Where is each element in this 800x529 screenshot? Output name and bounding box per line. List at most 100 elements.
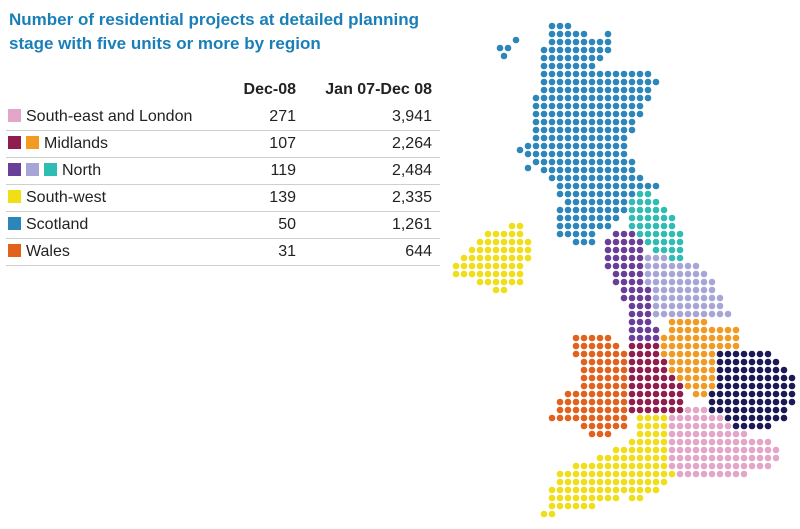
map-dot [708, 302, 716, 310]
map-dot [556, 406, 564, 414]
map-dot [588, 38, 596, 46]
map-dot [572, 350, 580, 358]
map-dot [620, 294, 628, 302]
map-dot [684, 382, 692, 390]
map-dot [588, 134, 596, 142]
map-dot [668, 470, 676, 478]
map-dot [636, 86, 644, 94]
map-dot [564, 46, 572, 54]
map-dot [692, 438, 700, 446]
map-dot [468, 246, 476, 254]
map-dot [716, 366, 724, 374]
map-dot [588, 470, 596, 478]
map-dot [684, 462, 692, 470]
map-dot [620, 382, 628, 390]
map-dot [548, 70, 556, 78]
map-dot [716, 342, 724, 350]
map-dot [716, 462, 724, 470]
map-dot [652, 358, 660, 366]
map-dot [596, 102, 604, 110]
map-dot [612, 350, 620, 358]
map-dot [764, 382, 772, 390]
map-dot [604, 406, 612, 414]
map-dot [572, 398, 580, 406]
map-dot [548, 86, 556, 94]
map-dot [676, 438, 684, 446]
map-dot [708, 358, 716, 366]
map-dot [620, 70, 628, 78]
map-dot [732, 446, 740, 454]
map-dot [756, 366, 764, 374]
map-dot [764, 398, 772, 406]
map-dot [756, 454, 764, 462]
map-dot [580, 126, 588, 134]
map-dot [636, 278, 644, 286]
map-dot [508, 262, 516, 270]
map-dot [604, 246, 612, 254]
map-dot [604, 214, 612, 222]
map-dot [588, 406, 596, 414]
map-dot [504, 44, 512, 52]
map-dot [628, 102, 636, 110]
map-dot [604, 126, 612, 134]
map-dot [636, 374, 644, 382]
map-dot [636, 310, 644, 318]
map-dot [772, 398, 780, 406]
value-jan07-dec08: 644 [405, 243, 432, 260]
map-dot [604, 174, 612, 182]
map-dot [496, 44, 504, 52]
map-dot [676, 390, 684, 398]
map-dot [604, 30, 612, 38]
map-dot [692, 462, 700, 470]
map-dot [652, 262, 660, 270]
map-dot [716, 406, 724, 414]
map-dot [756, 422, 764, 430]
map-dot [548, 166, 556, 174]
map-dot [564, 502, 572, 510]
map-dot [540, 158, 548, 166]
map-dot [668, 214, 676, 222]
map-dot [556, 494, 564, 502]
map-dot [524, 142, 532, 150]
map-dot [684, 358, 692, 366]
map-dot [668, 382, 676, 390]
map-dot [692, 302, 700, 310]
map-dot [636, 318, 644, 326]
map-dot [644, 318, 652, 326]
map-dot [524, 150, 532, 158]
map-dot [580, 214, 588, 222]
map-dot [588, 390, 596, 398]
map-dot [596, 86, 604, 94]
column-header-jan07-dec08: Jan 07-Dec 08 [325, 81, 432, 98]
map-dot [548, 126, 556, 134]
map-dot [572, 198, 580, 206]
map-dot [500, 238, 508, 246]
map-dot [612, 470, 620, 478]
map-dot [580, 118, 588, 126]
map-dot [596, 206, 604, 214]
map-dot [548, 110, 556, 118]
map-dot [756, 390, 764, 398]
table-body: South-east and London 271 3,941 Midlands 107… [6, 104, 440, 266]
map-dot [604, 46, 612, 54]
map-dot [476, 270, 484, 278]
map-dot [692, 350, 700, 358]
map-dot [604, 342, 612, 350]
map-dot [572, 470, 580, 478]
map-dot [596, 190, 604, 198]
map-dot [668, 462, 676, 470]
map-dot [596, 38, 604, 46]
map-dot [716, 422, 724, 430]
map-dot [732, 350, 740, 358]
map-dot [668, 270, 676, 278]
map-dot [612, 246, 620, 254]
map-dot [556, 118, 564, 126]
map-dot [548, 486, 556, 494]
map-dot [660, 422, 668, 430]
map-dot [644, 414, 652, 422]
map-dot [724, 310, 732, 318]
map-dot [524, 238, 532, 246]
row-label-text: South-east and London [26, 108, 193, 125]
map-dot [700, 366, 708, 374]
map-dot [732, 470, 740, 478]
